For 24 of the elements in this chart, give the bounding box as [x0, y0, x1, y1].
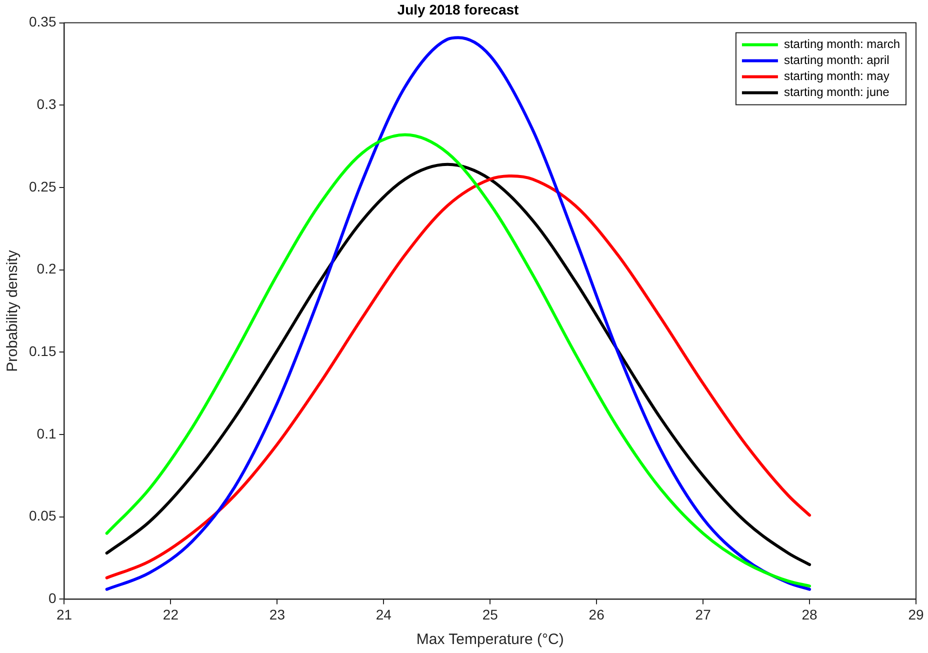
x-tick-label: 26 [588, 606, 605, 622]
x-tick-label: 23 [269, 606, 286, 622]
x-tick-label: 21 [56, 606, 72, 622]
y-tick-label: 0.1 [36, 425, 56, 442]
chart-title: July 2018 forecast [397, 1, 520, 18]
y-tick-label: 0.15 [29, 343, 56, 360]
x-tick-label: 25 [482, 606, 498, 622]
x-tick-label: 28 [802, 606, 818, 622]
x-axis-title: Max Temperature (°C) [416, 631, 564, 648]
x-tick-label: 27 [695, 606, 712, 622]
x-tick-label: 22 [162, 606, 179, 622]
y-tick-label: 0.25 [29, 178, 56, 194]
y-tick-label: 0 [48, 590, 56, 606]
x-tick-label: 24 [376, 606, 392, 622]
y-tick-label: 0.2 [36, 260, 56, 277]
x-tick-label: 29 [908, 606, 924, 622]
y-axis-title: Probability density [4, 250, 22, 372]
legend-label: starting month: june [784, 85, 890, 100]
y-tick-label: 0.35 [29, 14, 56, 30]
y-tick-label: 0.3 [36, 96, 56, 112]
legend-label: starting month: may [784, 69, 890, 84]
y-tick-label: 0.05 [29, 508, 56, 524]
legend-label: starting month: march [784, 37, 900, 52]
legend-label: starting month: april [784, 53, 890, 68]
